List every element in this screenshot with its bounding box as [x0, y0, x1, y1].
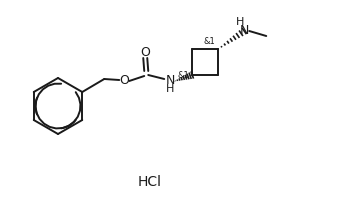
Text: N: N: [166, 74, 175, 88]
Text: H: H: [166, 84, 175, 94]
Text: O: O: [119, 74, 129, 88]
Text: HCl: HCl: [138, 175, 162, 189]
Text: O: O: [140, 45, 150, 59]
Text: &1: &1: [177, 71, 189, 80]
Text: N: N: [239, 24, 249, 38]
Text: H: H: [236, 17, 244, 27]
Text: &1: &1: [203, 38, 215, 47]
